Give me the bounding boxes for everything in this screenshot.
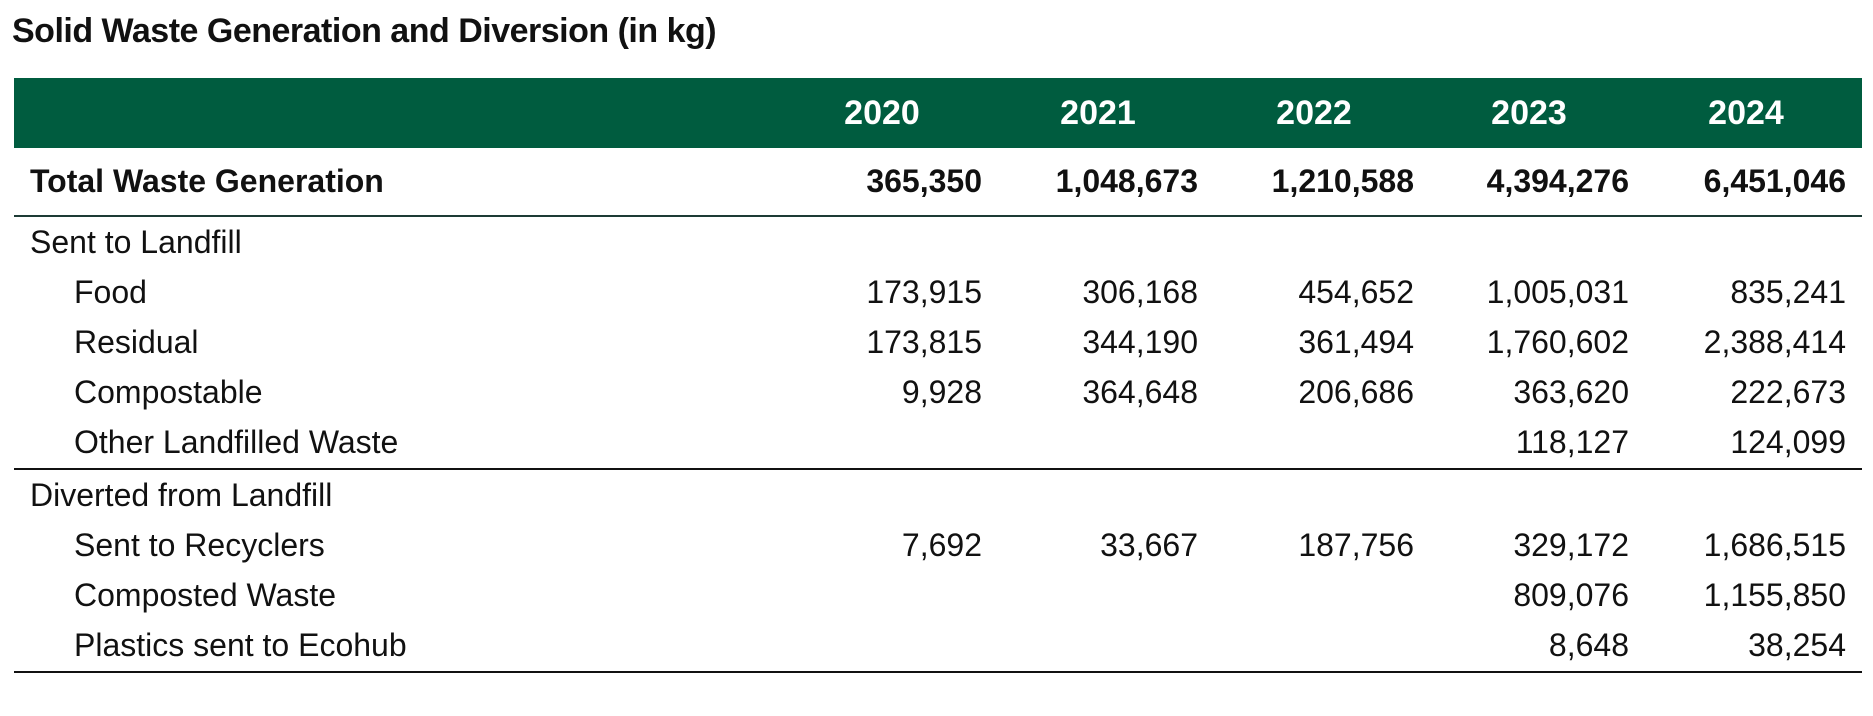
table-cell: 173,915 [866,273,982,310]
table-cell: 809,076 [1513,576,1629,613]
table-cell: 206,686 [1298,373,1414,410]
column-header-2023: 2023 [1491,93,1567,132]
total-row: Total Waste Generation 365,350 1,048,673… [14,148,1862,217]
table-cell: 124,099 [1730,424,1846,460]
table-row: Other Landfilled Waste 118,127 124,099 [14,417,1862,470]
table-cell: 7,692 [901,526,982,563]
table-cell: 118,127 [1515,424,1629,460]
table-cell [1214,417,1414,468]
table-cell: 306,168 [1082,273,1198,310]
table-cell: 1,210,588 [1271,163,1414,199]
table-cell: 1,760,602 [1486,323,1629,360]
table-cell: 1,686,515 [1703,526,1846,563]
table-cell: 173,815 [866,323,982,360]
section-label: Sent to Landfill [30,223,242,260]
table-row: Plastics sent to Ecohub 8,648 38,254 [14,620,1862,673]
table-row: Food 173,915 306,168 454,652 1,005,031 8… [14,267,1862,317]
table-cell: 329,172 [1513,526,1629,563]
page-title: Solid Waste Generation and Diversion (in… [12,12,717,50]
row-label: Residual [74,323,199,360]
row-label: Plastics sent to Ecohub [74,627,407,663]
table-cell: 8,648 [1548,627,1629,663]
section-header-diverted: Diverted from Landfill [14,470,1862,520]
table-cell: 187,756 [1298,526,1414,563]
table-cell [1214,620,1414,671]
table-cell [782,570,982,620]
table-header-row: 2020 2021 2022 2023 2024 [14,78,1862,148]
table-cell: 1,155,850 [1703,576,1846,613]
column-header-2020: 2020 [844,93,920,132]
table-cell: 344,190 [1082,323,1198,360]
table-row: Sent to Recyclers 7,692 33,667 187,756 3… [14,520,1862,570]
column-header-2022: 2022 [1276,93,1352,132]
table-cell [998,570,1198,620]
section-label: Diverted from Landfill [30,476,333,513]
row-label: Composted Waste [74,576,337,613]
table-cell [782,620,982,671]
table-cell: 33,667 [1100,526,1198,563]
table-cell: 1,048,673 [1055,163,1198,199]
table-cell: 222,673 [1730,373,1846,410]
table-cell: 2,388,414 [1703,323,1846,360]
table-cell [998,620,1198,671]
table-row: Compostable 9,928 364,648 206,686 363,62… [14,367,1862,417]
table-cell: 1,005,031 [1486,273,1629,310]
table-cell: 4,394,276 [1486,163,1629,199]
table-row: Residual 173,815 344,190 361,494 1,760,6… [14,317,1862,367]
table-cell [1214,570,1414,620]
table-cell [998,417,1198,468]
section-header-landfill: Sent to Landfill [14,217,1862,267]
table-cell: 6,451,046 [1703,163,1846,199]
table-row: Composted Waste 809,076 1,155,850 [14,570,1862,620]
row-label: Sent to Recyclers [74,526,325,563]
table-cell: 835,241 [1730,273,1846,310]
row-label: Compostable [74,373,263,410]
table-cell: 454,652 [1298,273,1414,310]
column-header-2021: 2021 [1060,93,1136,132]
table-cell: 38,254 [1748,627,1846,663]
table-cell: 364,648 [1082,373,1198,410]
table-cell: 9,928 [901,373,982,410]
row-label: Total Waste Generation [30,163,384,199]
table-cell: 361,494 [1298,323,1414,360]
table-cell: 363,620 [1513,373,1629,410]
column-header-2024: 2024 [1708,93,1784,132]
waste-table: 2020 2021 2022 2023 2024 Total Waste Gen… [14,78,1862,673]
table-cell: 365,350 [866,163,982,199]
row-label: Food [74,273,147,310]
row-label: Other Landfilled Waste [74,424,399,460]
table-cell [782,417,982,468]
